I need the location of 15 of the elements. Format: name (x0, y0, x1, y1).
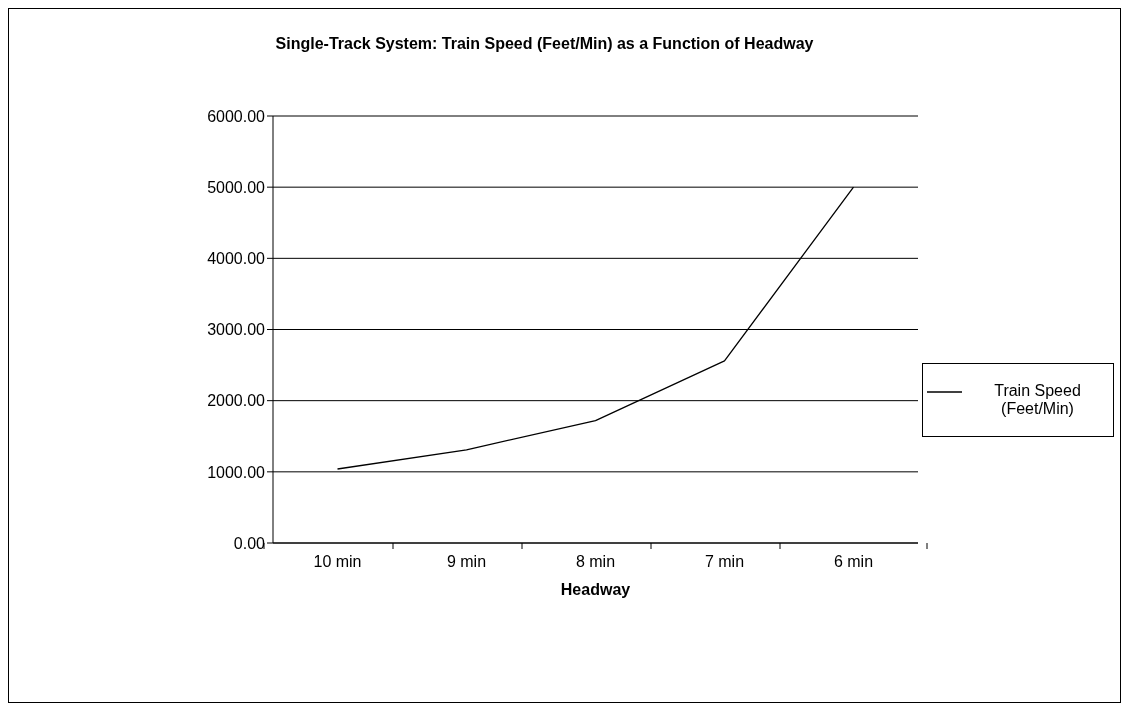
x-tick-label: 10 min (313, 553, 362, 570)
y-tick-label: 0.00 (233, 534, 266, 552)
y-tick-label: 5000.00 (207, 178, 266, 196)
chart-title: Single-Track System: Train Speed (Feet/Min) as a Function of Headway (274, 35, 815, 53)
y-tick-label: 6000.00 (207, 107, 266, 125)
x-tick-label: 6 min (833, 553, 874, 570)
x-tick-label: 7 min (704, 553, 745, 570)
y-tick-label: 3000.00 (207, 321, 266, 339)
x-axis-title: Headway (560, 581, 631, 598)
y-tick-label: 2000.00 (207, 392, 266, 410)
x-tick-label: 9 min (446, 553, 487, 570)
y-tick-label: 1000.00 (207, 463, 266, 481)
legend-label: Train Speed (Feet/Min) (993, 382, 1082, 418)
y-tick-label: 4000.00 (207, 250, 266, 268)
x-tick-label: 8 min (575, 553, 616, 570)
